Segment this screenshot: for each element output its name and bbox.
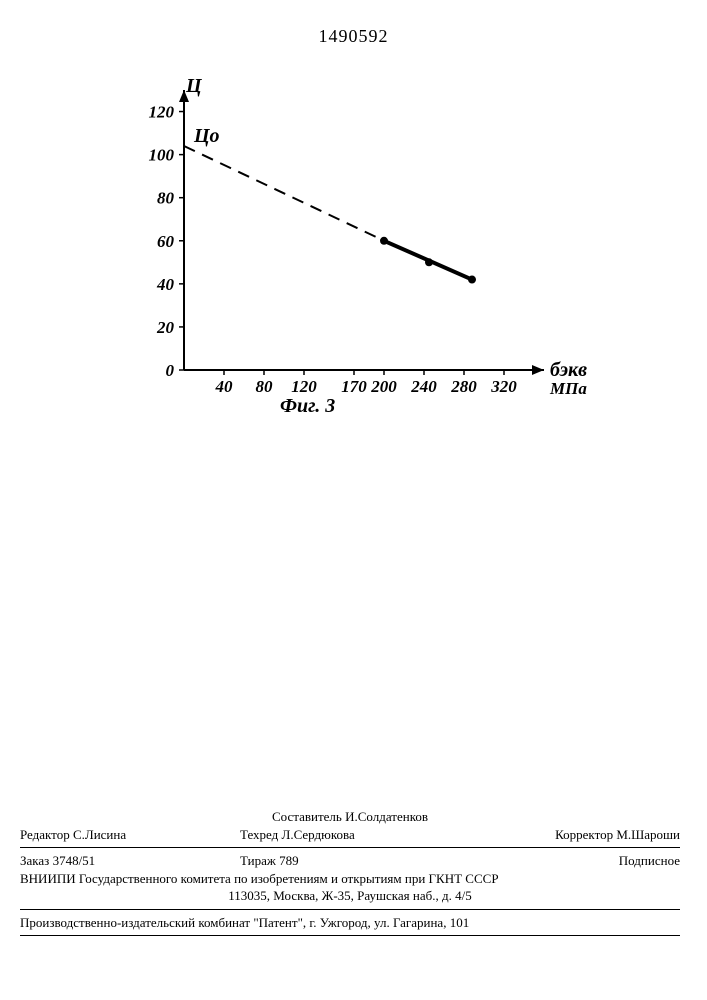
tech-editor-name: Л.Сердюкова: [282, 827, 355, 842]
x-tick-label: 200: [370, 377, 397, 396]
chart-svg: 0 20 40 60 80 100 120 40 80 120 170200 240 280 320 Цбэ…: [130, 70, 614, 410]
tech-editor-label: Техред: [240, 827, 278, 842]
compiler-name: И.Солдатенков: [345, 809, 428, 824]
order-number: 3748/51: [53, 853, 96, 868]
x-tick-label: 280: [450, 377, 477, 396]
x-axis-label: бэкв: [550, 359, 587, 381]
divider: [20, 909, 680, 910]
x-tick-label: 170: [341, 377, 367, 396]
intercept-label: Цо: [193, 125, 220, 147]
y-tick-label: 40: [156, 275, 175, 294]
corrector-name: М.Шароши: [616, 827, 680, 842]
publisher-line: Производственно-издательский комбинат "П…: [20, 914, 680, 932]
y-tick-label: 60: [157, 232, 175, 251]
divider: [20, 935, 680, 936]
order-label: Заказ: [20, 853, 49, 868]
y-axis-label: Ц: [185, 75, 203, 97]
x-tick-label: 320: [490, 377, 517, 396]
data-point: [468, 276, 476, 284]
x-tick-label: 40: [215, 377, 234, 396]
editor-name: С.Лисина: [73, 827, 126, 842]
org-line-1: ВНИИПИ Государственного комитета по изоб…: [20, 870, 680, 888]
data-point: [425, 258, 433, 266]
figure-caption: Фиг. 3: [280, 395, 335, 418]
subscription-label: Подписное: [619, 853, 680, 868]
y-tick-label: 0: [166, 361, 175, 380]
x-tick-label: 240: [410, 377, 437, 396]
corrector-label: Корректор: [555, 827, 613, 842]
y-tick-label: 80: [157, 189, 175, 208]
extrapolation-line: [184, 146, 384, 241]
y-tick-label: 120: [149, 103, 175, 122]
document-number: 1490592: [0, 26, 707, 47]
x-tick-label: 120: [291, 377, 317, 396]
compiler-label: Составитель: [272, 809, 342, 824]
tirazh-value: 789: [279, 853, 299, 868]
chart-figure: 0 20 40 60 80 100 120 40 80 120 170200 240 280 320 Цбэ…: [130, 70, 614, 415]
x-axis-arrow-icon: [532, 365, 544, 375]
org-line-2: 113035, Москва, Ж-35, Раушская наб., д. …: [20, 887, 680, 905]
divider: [20, 847, 680, 848]
y-tick-label: 20: [156, 318, 175, 337]
footer-colophon: Составитель И.Солдатенков Редактор С.Лис…: [20, 808, 680, 940]
x-tick-label: 80: [256, 377, 274, 396]
x-axis-unit: МПа: [549, 379, 587, 398]
y-tick-label: 100: [149, 146, 175, 165]
editor-label: Редактор: [20, 827, 70, 842]
data-point: [380, 237, 388, 245]
tirazh-label: Тираж: [240, 853, 276, 868]
